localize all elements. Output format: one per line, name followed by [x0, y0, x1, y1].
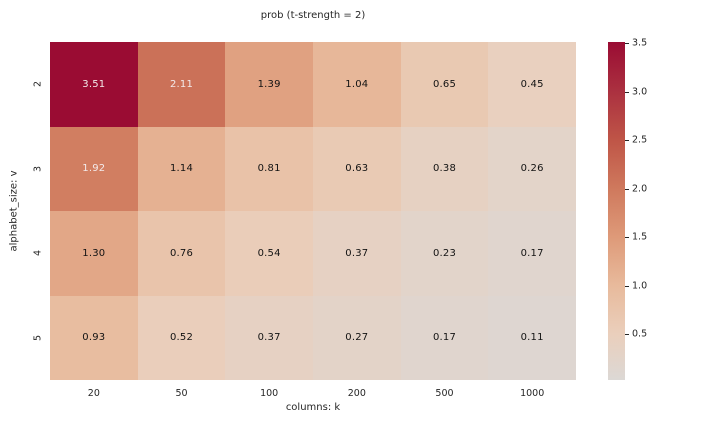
heatmap-cell: 0.52	[137, 295, 226, 380]
heatmap-cell: 0.26	[488, 126, 576, 211]
y-tick-label: 4	[32, 250, 44, 257]
heatmap-cell: 3.51	[50, 42, 138, 127]
heatmap-cell: 0.93	[50, 295, 138, 380]
heatmap-cell: 1.92	[50, 126, 138, 211]
colorbar-tick-mark	[625, 188, 629, 190]
heatmap-cell: 0.23	[400, 211, 489, 296]
colorbar-tick-mark	[625, 42, 629, 44]
colorbar-tick-label: 1.5	[632, 231, 648, 243]
x-tick-label: 200	[347, 388, 366, 399]
x-axis-label: columns: k	[285, 402, 341, 413]
colorbar-tick-mark	[625, 140, 629, 142]
x-tick-label: 500	[435, 388, 454, 399]
heatmap-cell: 0.81	[225, 126, 313, 211]
heatmap-grid: 3.51 2.11 1.39 1.04 0.65 0.45 1.92 1.14 0.81 0.63…	[50, 42, 576, 380]
heatmap-cell: 0.11	[488, 295, 576, 380]
colorbar-tick-label: 1.0	[632, 280, 648, 292]
colorbar-tick-mark	[625, 285, 629, 287]
x-tick-label: 1000	[520, 388, 545, 399]
colorbar-tick-mark	[625, 237, 629, 239]
y-tick-label: 3	[32, 165, 44, 172]
x-tick-label: 100	[260, 388, 279, 399]
x-tick-label: 20	[87, 388, 100, 399]
colorbar-tick-mark	[625, 334, 629, 336]
heatmap-cell: 1.14	[137, 126, 226, 211]
heatmap-cell: 0.76	[137, 211, 226, 296]
colorbar-tick-mark	[625, 91, 629, 93]
heatmap-cell: 0.37	[312, 211, 401, 296]
heatmap-cell: 2.11	[137, 42, 226, 127]
x-tick-label: 50	[175, 388, 188, 399]
heatmap-cell: 0.54	[225, 211, 313, 296]
colorbar-tick-label: 3.5	[632, 37, 648, 49]
heatmap-cell: 0.17	[400, 295, 489, 380]
y-tick-label: 5	[32, 334, 44, 341]
heatmap-cell: 1.39	[225, 42, 313, 127]
y-tick-label: 2	[32, 81, 44, 88]
chart-title: prob (t-strength = 2)	[260, 10, 366, 21]
heatmap-cell: 1.30	[50, 211, 138, 296]
y-axis-label: alphabet_size: v	[8, 170, 20, 252]
heatmap-cell: 0.45	[488, 42, 576, 127]
colorbar-tick-label: 0.5	[632, 328, 648, 340]
heatmap-cell: 0.27	[312, 295, 401, 380]
heatmap-cell: 0.17	[488, 211, 576, 296]
colorbar-gradient	[608, 42, 625, 380]
colorbar-tick-label: 3.0	[632, 86, 648, 98]
colorbar-tick-label: 2.5	[632, 134, 648, 146]
heatmap-cell: 0.65	[400, 42, 489, 127]
colorbar-tick-label: 2.0	[632, 183, 648, 195]
heatmap-cell: 0.37	[225, 295, 313, 380]
heatmap-cell: 0.63	[312, 126, 401, 211]
heatmap-cell: 1.04	[312, 42, 401, 127]
heatmap-cell: 0.38	[400, 126, 489, 211]
